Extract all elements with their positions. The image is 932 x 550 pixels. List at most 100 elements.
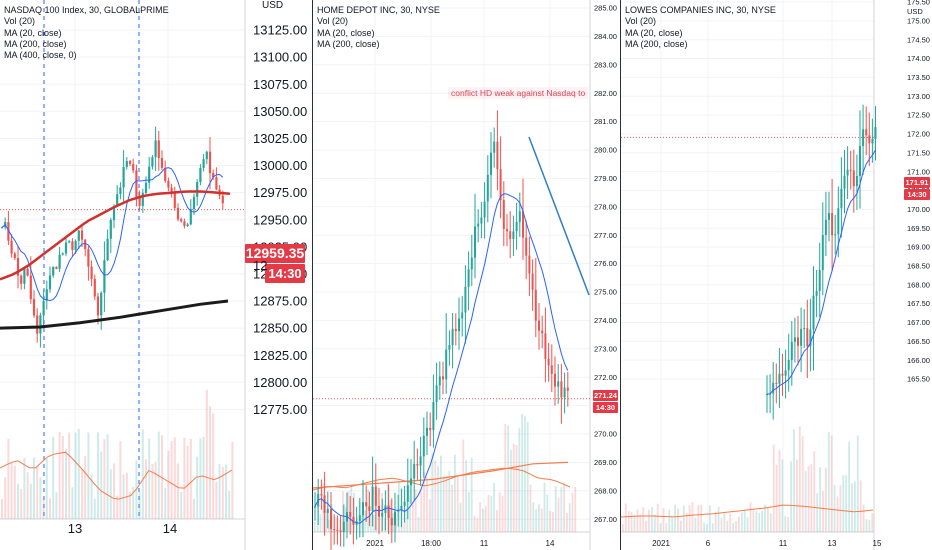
home-depot-candle bbox=[419, 456, 422, 466]
volume-bar bbox=[507, 425, 509, 532]
home-depot-candle bbox=[406, 485, 409, 502]
price-axis-label: 268.00 bbox=[594, 486, 617, 495]
price-axis-label: 13075.00 bbox=[253, 77, 307, 92]
volume-bar bbox=[639, 514, 642, 532]
volume-bar bbox=[58, 431, 61, 519]
home-depot-candle bbox=[362, 502, 364, 516]
volume-bar bbox=[125, 472, 128, 519]
nasdaq-candle bbox=[212, 173, 215, 178]
lowes-candle bbox=[846, 169, 849, 176]
volume-bar bbox=[510, 449, 512, 532]
volume-bar bbox=[772, 444, 775, 532]
home-depot-candle bbox=[381, 512, 384, 517]
nasdaq-partial-price-label: 12 bbox=[253, 258, 268, 273]
price-axis-label: 277.00 bbox=[594, 231, 617, 240]
volume-bar bbox=[442, 476, 445, 532]
lowes-candle bbox=[828, 213, 830, 220]
volume-bar bbox=[205, 389, 208, 519]
nasdaq-candle bbox=[16, 258, 20, 276]
nasdaq-candle bbox=[176, 207, 180, 220]
price-axis-label: 279.00 bbox=[594, 174, 617, 183]
volume-bar bbox=[1, 498, 3, 519]
volume-bar bbox=[538, 504, 540, 532]
volume-bar bbox=[372, 514, 375, 532]
nasdaq-candle bbox=[26, 268, 29, 276]
chart-pane-nasdaq[interactable]: 13125.00 13100.00 13075.00 13050.00 13025.00… bbox=[0, 0, 312, 550]
volume-bar bbox=[440, 455, 442, 532]
volume-bar bbox=[706, 523, 708, 532]
pane-divider[interactable] bbox=[620, 0, 621, 550]
volume-bar bbox=[633, 514, 636, 532]
volume-bar bbox=[161, 435, 163, 519]
time-axis-label: 11 bbox=[779, 539, 788, 548]
volume-bar bbox=[465, 460, 467, 532]
volume-bar bbox=[97, 432, 99, 519]
nasdaq-chart-canvas[interactable]: 13125.00 13100.00 13075.00 13050.00 13025.00… bbox=[0, 0, 312, 550]
volume-bar bbox=[84, 455, 87, 519]
lowes-candle bbox=[775, 382, 778, 384]
price-axis-label: 174.00 bbox=[907, 54, 930, 63]
volume-bar bbox=[557, 497, 560, 532]
home-depot-candle bbox=[330, 508, 332, 530]
volume-bar bbox=[417, 517, 420, 532]
volume-bar bbox=[445, 476, 448, 532]
nasdaq-candle bbox=[68, 241, 71, 243]
home-depot-candle bbox=[470, 257, 473, 270]
home-depot-candle bbox=[368, 506, 371, 512]
lowes-candle bbox=[793, 337, 796, 342]
volume-bar bbox=[476, 517, 479, 532]
home-depot-candle bbox=[566, 387, 569, 391]
volume-bar bbox=[859, 480, 862, 532]
price-axis-label: 172.50 bbox=[907, 111, 930, 120]
volume-bar bbox=[180, 491, 183, 519]
chart-pane-lowes[interactable]: 175.50 175.00 174.50 174.00 173.50 173.00 172.… bbox=[621, 0, 932, 550]
volume-bar bbox=[871, 513, 874, 532]
lowes-candle bbox=[831, 213, 834, 236]
volume-bar bbox=[740, 512, 743, 532]
volume-bar bbox=[529, 484, 532, 532]
home-depot-chart-canvas[interactable]: 285.00 284.00 283.00 282.00 281.00 280.00 279.… bbox=[313, 0, 620, 550]
volume-bar bbox=[801, 436, 804, 532]
price-axis-label: 283.00 bbox=[594, 60, 617, 69]
price-axis-label: 175.50 bbox=[907, 0, 930, 7]
nasdaq-candle bbox=[170, 187, 173, 193]
volume-bar bbox=[833, 484, 836, 532]
nasdaq-candle bbox=[128, 161, 132, 164]
home-depot-text-note[interactable]: conflict HD weak against Nasdaq to bbox=[448, 87, 589, 99]
price-axis-label: 168.00 bbox=[907, 280, 930, 289]
volume-bar bbox=[347, 491, 350, 532]
volume-bar bbox=[116, 495, 119, 519]
volume-bar bbox=[350, 484, 353, 532]
volume-bar bbox=[456, 476, 459, 532]
volume-bar bbox=[129, 491, 131, 519]
volume-bar bbox=[825, 467, 827, 532]
volume-bar bbox=[656, 503, 659, 532]
price-axis-label: 166.50 bbox=[907, 337, 930, 346]
volume-bar bbox=[526, 421, 529, 532]
volume-bar bbox=[796, 459, 798, 532]
nasdaq-currency-unit: USD bbox=[262, 0, 284, 11]
price-axis-label: 270.00 bbox=[594, 430, 617, 439]
volume-bar bbox=[342, 491, 344, 532]
pane-divider[interactable] bbox=[312, 0, 313, 550]
volume-bar bbox=[4, 477, 7, 519]
nasdaq-candle bbox=[20, 275, 23, 284]
chart-pane-home-depot[interactable]: 285.00 284.00 283.00 282.00 281.00 280.00 279.… bbox=[313, 0, 620, 550]
home-depot-candle bbox=[525, 237, 528, 256]
price-axis-label: 278.00 bbox=[594, 202, 617, 211]
price-axis-label: 12825.00 bbox=[253, 348, 307, 363]
volume-bar bbox=[842, 475, 845, 532]
volume-bar bbox=[662, 507, 665, 532]
lowes-candle bbox=[806, 328, 809, 347]
volume-bar bbox=[566, 512, 568, 532]
volume-bar bbox=[720, 517, 723, 532]
lowes-chart-canvas[interactable]: 175.50 175.00 174.50 174.00 173.50 173.00 172.… bbox=[621, 0, 932, 550]
lowes-candle bbox=[837, 208, 840, 235]
volume-bar bbox=[732, 522, 734, 532]
lowes-candle bbox=[803, 328, 806, 330]
volume-bar bbox=[807, 466, 810, 532]
home-depot-candle bbox=[451, 328, 454, 346]
volume-bar bbox=[630, 511, 633, 532]
home-depot-candle bbox=[474, 226, 476, 258]
price-axis-label: 12950.00 bbox=[253, 212, 307, 227]
